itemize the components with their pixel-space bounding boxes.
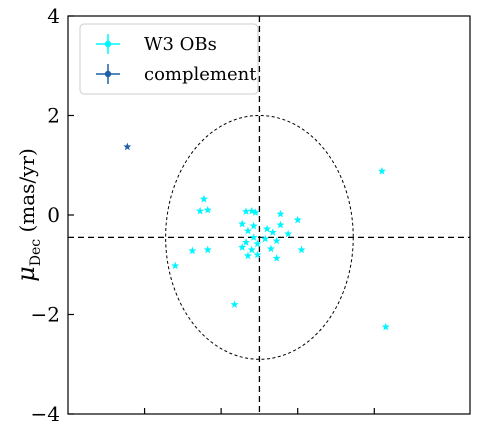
data-point bbox=[272, 254, 281, 262]
y-tick-label: 0 bbox=[47, 203, 60, 227]
legend-label: complement bbox=[144, 64, 257, 85]
ylabel-unit: (mas/yr) bbox=[15, 148, 39, 232]
data-point bbox=[249, 221, 258, 230]
x-axis-ticks bbox=[143, 408, 375, 414]
data-point bbox=[249, 233, 258, 241]
data-point bbox=[230, 300, 239, 308]
data-point bbox=[203, 245, 212, 254]
legend-box bbox=[79, 23, 259, 95]
data-point bbox=[268, 228, 277, 236]
data-point bbox=[293, 215, 302, 224]
data-point bbox=[243, 226, 252, 235]
legend-marker bbox=[104, 40, 112, 48]
ylabel-sub: Dec bbox=[28, 239, 44, 267]
data-points bbox=[123, 142, 390, 331]
legend-entry: W3 OBs bbox=[96, 34, 217, 55]
ylabel-main: μ bbox=[12, 266, 40, 282]
reference-circle-layer bbox=[165, 115, 354, 360]
data-point bbox=[263, 224, 272, 233]
legend-label: W3 OBs bbox=[144, 34, 217, 55]
data-point bbox=[247, 206, 256, 215]
data-point bbox=[199, 194, 208, 203]
data-point bbox=[242, 238, 251, 246]
data-point bbox=[238, 243, 247, 251]
legend-marker bbox=[104, 70, 112, 78]
data-point bbox=[284, 229, 293, 238]
svg-text:μDec (mas/yr): μDec (mas/yr) bbox=[12, 148, 44, 282]
y-axis-ticks: 4 2 0 −2 −4 bbox=[31, 4, 74, 426]
y-tick-label: 4 bbox=[47, 4, 60, 28]
data-point bbox=[276, 209, 285, 218]
data-point bbox=[253, 250, 262, 259]
series-w3-obs bbox=[171, 167, 390, 331]
data-point bbox=[276, 220, 285, 229]
y-tick-label: −4 bbox=[31, 402, 60, 426]
data-point bbox=[247, 245, 256, 254]
data-point bbox=[196, 206, 205, 215]
y-axis-label: μDec (mas/yr) bbox=[12, 148, 44, 282]
series-complement bbox=[123, 142, 132, 151]
legend-entry: complement bbox=[96, 64, 257, 85]
data-point bbox=[242, 207, 251, 215]
data-point bbox=[171, 261, 180, 270]
data-point bbox=[297, 245, 306, 254]
data-point bbox=[266, 244, 275, 253]
data-point bbox=[381, 322, 390, 331]
data-point bbox=[251, 208, 260, 216]
data-point bbox=[377, 167, 386, 175]
data-point bbox=[238, 219, 247, 228]
legend: W3 OBs complement bbox=[79, 23, 259, 95]
legend-entries: W3 OBs complement bbox=[96, 34, 257, 85]
reference-circle bbox=[165, 115, 354, 360]
data-point bbox=[188, 246, 197, 255]
data-point bbox=[253, 239, 262, 248]
data-point bbox=[203, 205, 212, 214]
data-point bbox=[123, 142, 132, 151]
data-point bbox=[243, 251, 252, 260]
y-tick-label: 2 bbox=[47, 104, 60, 128]
data-point bbox=[261, 234, 270, 243]
reference-lines bbox=[68, 16, 470, 414]
data-point bbox=[272, 236, 281, 245]
y-tick-label: −2 bbox=[31, 303, 60, 327]
